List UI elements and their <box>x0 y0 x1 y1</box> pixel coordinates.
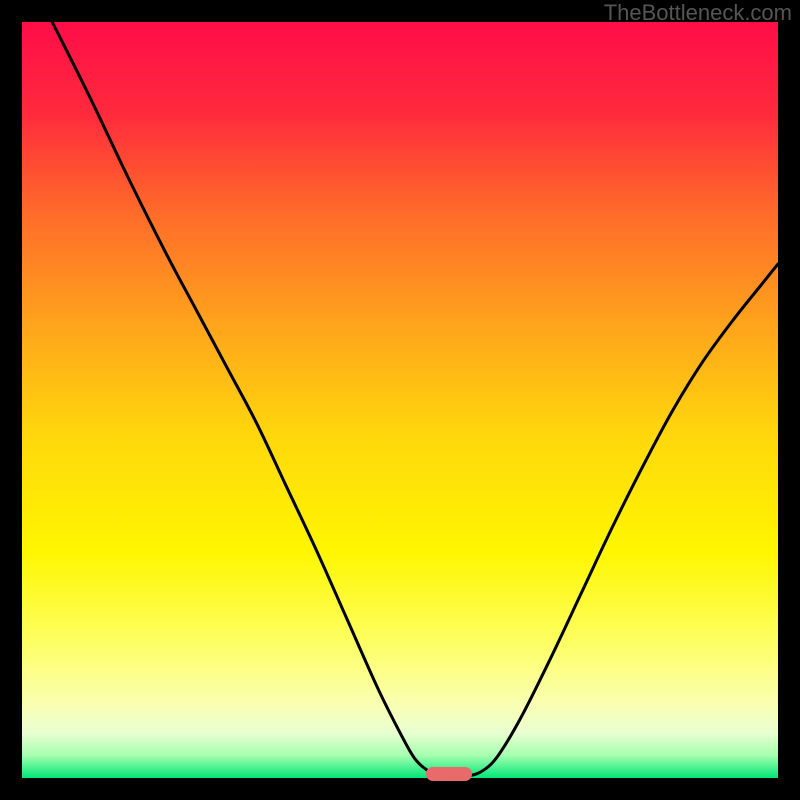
bottleneck-chart <box>22 22 778 778</box>
watermark-text: TheBottleneck.com <box>604 0 792 26</box>
optimal-point-marker <box>426 767 472 781</box>
bottleneck-curve <box>22 22 778 778</box>
